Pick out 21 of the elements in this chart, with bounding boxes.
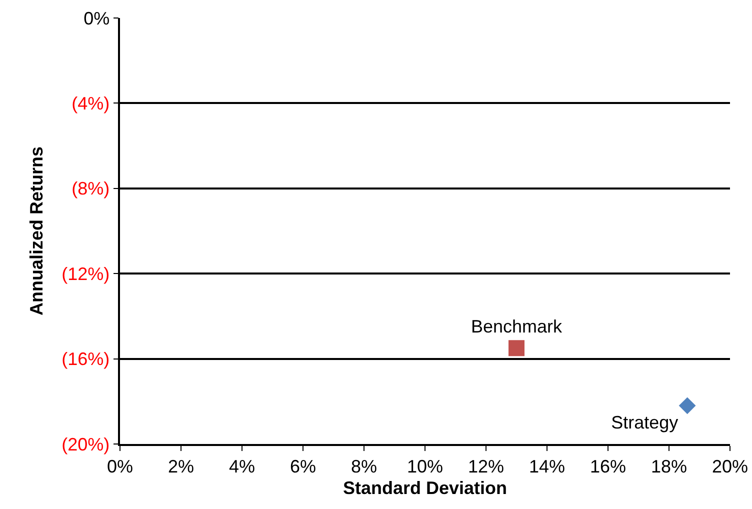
series-label: Strategy [611, 412, 678, 432]
y-tick-label: (4%) [72, 94, 110, 114]
x-tick-label: 8% [350, 456, 378, 476]
y-tick-label: (20%) [62, 434, 110, 454]
y-tick-label: (16%) [62, 349, 110, 370]
x-tick-label: 0% [106, 456, 134, 476]
y-axis-title: Annualized Returns [26, 146, 46, 316]
x-axis-title: Standard Deviation [342, 478, 508, 498]
x-tick-label: 2% [168, 456, 194, 476]
x-tick-label: 4% [228, 456, 256, 476]
x-tick-label: 12% [468, 456, 504, 476]
x-tick-label: 20% [712, 456, 748, 476]
y-tick-label: (8%) [72, 178, 110, 199]
x-tick-label: 18% [650, 456, 688, 476]
x-tick-label: 14% [528, 456, 566, 476]
y-tick-label: (12%) [62, 264, 110, 284]
x-tick-label: 10% [406, 456, 444, 476]
x-tick-label: 6% [290, 456, 316, 476]
x-tick-label: 16% [590, 456, 626, 476]
y-tick-label: 0% [84, 8, 110, 28]
series-label: Benchmark [470, 316, 564, 337]
